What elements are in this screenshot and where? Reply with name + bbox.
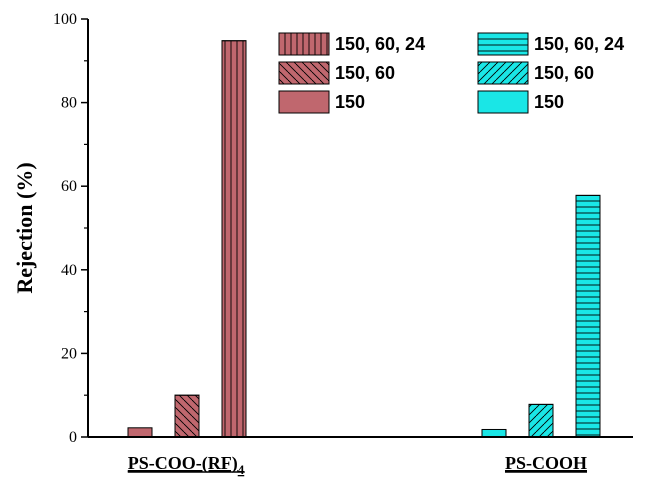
legend-label: 150 [335, 92, 365, 112]
bar-pattern [528, 403, 554, 438]
bar-pattern [221, 40, 247, 438]
legend-label: 150, 60 [335, 63, 395, 83]
category-labels: PS-COO-(RF)4 PS-COOH [127, 453, 588, 477]
legend-swatch-pattern [278, 61, 330, 85]
bar-pattern [174, 394, 200, 438]
y-tick-label: 60 [61, 178, 77, 195]
legend: 150, 60, 24 150, 60 150 150, 60, 24 150, 60 1… [278, 32, 624, 114]
legend-swatch [477, 90, 529, 114]
bar-pattern [575, 194, 601, 438]
bars-layer [127, 40, 601, 438]
legend-swatch-pattern [477, 32, 529, 56]
y-axis-title: Rejection (%) [12, 162, 37, 293]
bar [127, 427, 153, 438]
legend-label: 150 [534, 92, 564, 112]
category-label: PS-COOH [505, 453, 587, 473]
legend-label: 150, 60, 24 [534, 34, 624, 54]
category-label: PS-COO-(RF)4 [128, 453, 245, 477]
legend-label: 150, 60, 24 [335, 34, 425, 54]
y-tick-label: 0 [69, 429, 77, 446]
legend-swatch [278, 90, 330, 114]
y-tick-label: 20 [61, 345, 77, 362]
y-ticks: 0 20 40 60 80 100 [53, 11, 88, 446]
y-tick-label: 100 [53, 11, 77, 28]
legend-swatch-pattern [278, 32, 330, 56]
legend-label: 150, 60 [534, 63, 594, 83]
y-tick-label: 40 [61, 262, 77, 279]
legend-swatch-pattern [477, 61, 529, 85]
axes: 0 20 40 60 80 100 [53, 11, 633, 446]
bar [481, 428, 507, 438]
y-tick-label: 80 [61, 95, 77, 112]
